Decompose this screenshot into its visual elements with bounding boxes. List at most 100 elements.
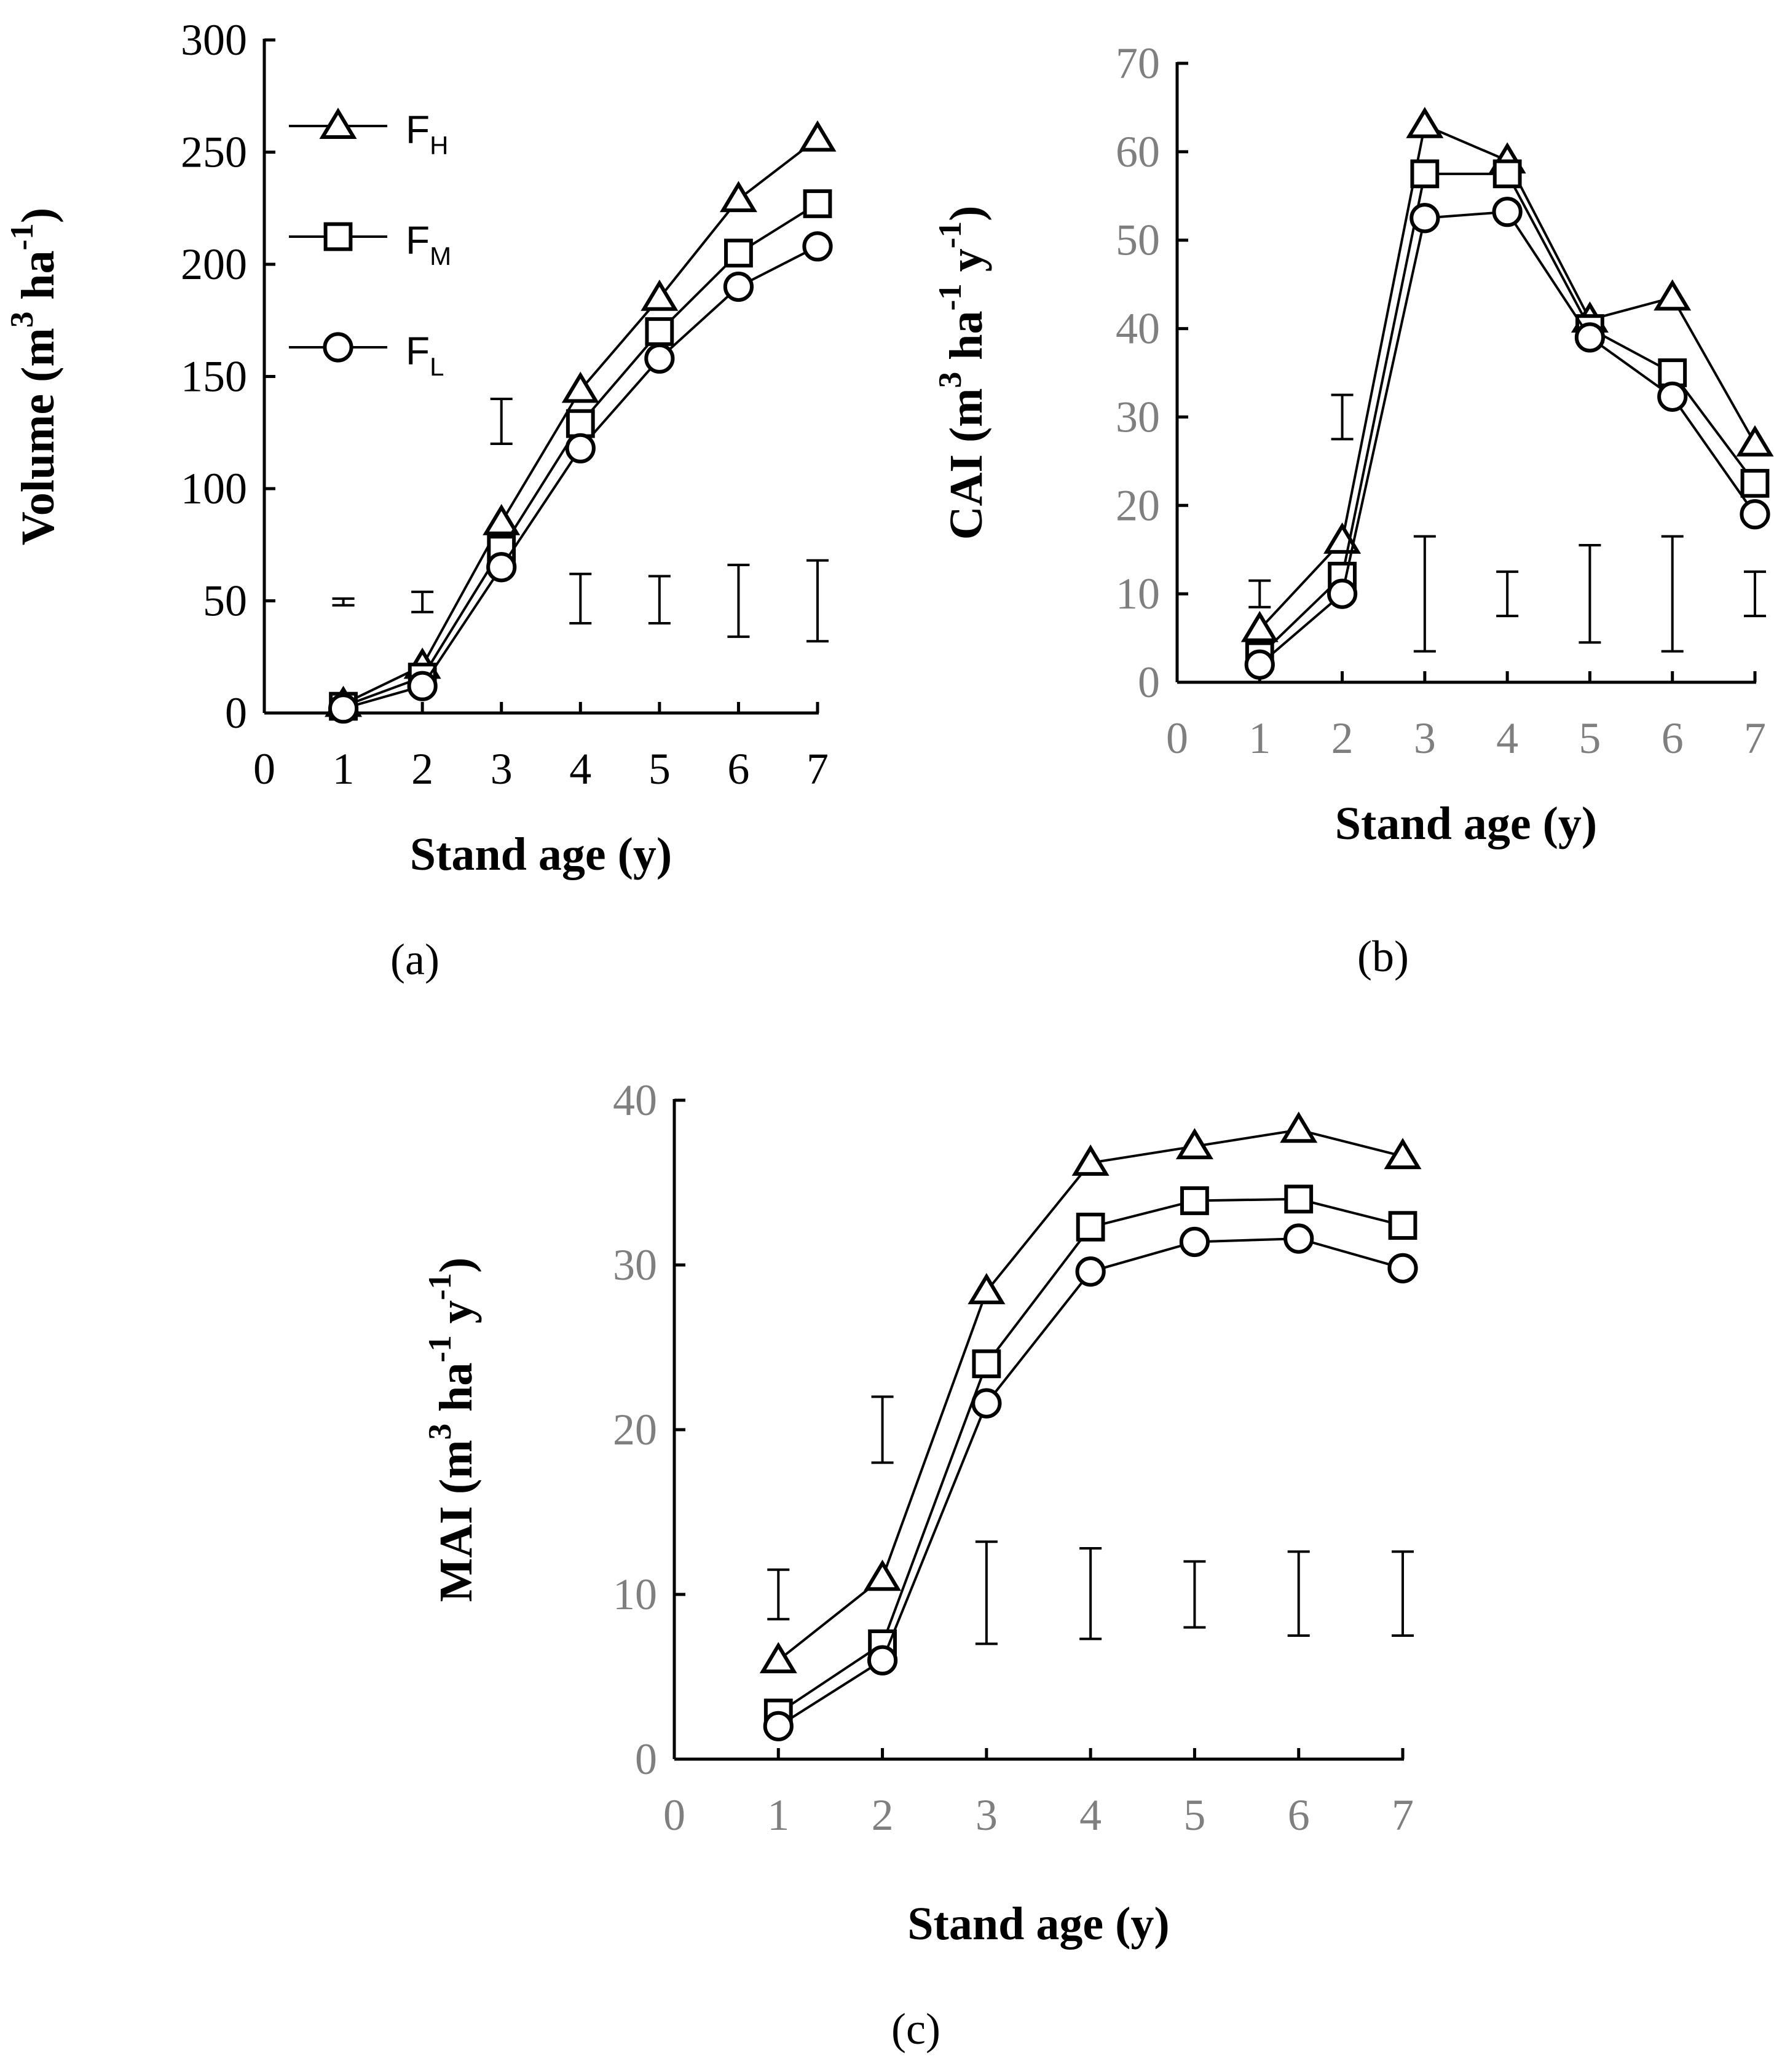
- y-tick-label: 20: [1116, 481, 1160, 530]
- data-point-square: [972, 1349, 1001, 1379]
- y-tick-label: 300: [181, 15, 247, 65]
- data-point-circle: [1244, 649, 1275, 680]
- error-bar: [1496, 570, 1519, 618]
- x-tick-label: 5: [1579, 714, 1601, 763]
- panel-label: (c): [891, 2004, 940, 2054]
- x-tick-label: 4: [1496, 714, 1518, 763]
- x-tick-label: 2: [411, 744, 433, 794]
- chart-panel-3: 0 10 20 30 40 0 1 2 3 4 5 6 7 Stand age (y) MAI (m3 ha…: [422, 1076, 1422, 2054]
- error-bar: [1392, 1550, 1414, 1637]
- data-point-circle: [1492, 197, 1523, 227]
- data-point-square: [1388, 1211, 1417, 1240]
- data-point-circle: [1179, 1226, 1210, 1258]
- data-point-triangle: [1071, 1144, 1110, 1176]
- x-tick-label: 1: [333, 744, 355, 794]
- x-tick-label: 2: [872, 1790, 894, 1840]
- error-bar: [411, 590, 434, 613]
- y-tick-label: 250: [181, 128, 247, 177]
- error-bar: [975, 1540, 998, 1645]
- y-tick-label: 40: [1116, 304, 1160, 353]
- error-bar: [648, 575, 671, 624]
- data-point-circle: [565, 433, 596, 463]
- y-tick-label: 70: [1116, 39, 1160, 88]
- y-tick-label: 50: [203, 577, 247, 626]
- data-point-circle: [407, 671, 438, 701]
- data-point-square: [1284, 1184, 1314, 1214]
- x-axis-title: Stand age (y): [907, 1898, 1169, 1950]
- x-tick-label: 1: [767, 1790, 789, 1840]
- data-point-triangle: [1280, 1111, 1318, 1143]
- chart-panel-1: 0 50 100 150 200 250 300 0 1 2 3 4 5 6 7 Stand age (y) V…: [4, 15, 837, 984]
- x-tick-label: 6: [1662, 714, 1684, 763]
- series-circle: [328, 231, 833, 724]
- data-point-circle: [1075, 1256, 1106, 1287]
- data-point-circle: [1657, 381, 1688, 412]
- y-tick-label: 30: [1116, 392, 1160, 441]
- panel-label: (a): [390, 935, 440, 984]
- data-point-circle: [486, 552, 517, 583]
- x-tick-label: 5: [648, 744, 671, 794]
- x-axis-title: Stand age (y): [410, 829, 672, 880]
- legend-marker-square: [323, 222, 353, 251]
- data-point-triangle: [798, 120, 837, 152]
- error-bar: [1579, 544, 1601, 644]
- error-bar: [1744, 570, 1766, 618]
- error-bar: [490, 398, 513, 445]
- error-bar: [1331, 393, 1354, 441]
- legend-item: FL: [289, 329, 444, 381]
- x-tick-label: 7: [1744, 714, 1766, 763]
- legend-label: FL: [406, 329, 444, 381]
- y-tick-label: 20: [613, 1405, 657, 1454]
- legend-item: FH: [289, 108, 448, 160]
- data-point-square: [803, 189, 832, 218]
- legend-marker-triangle: [319, 108, 357, 139]
- data-point-square: [1076, 1212, 1105, 1242]
- data-point-circle: [802, 231, 833, 262]
- data-point-square: [1740, 468, 1770, 498]
- error-bar: [569, 572, 592, 624]
- data-point-triangle: [1240, 610, 1279, 642]
- y-tick-label: 0: [635, 1735, 657, 1784]
- data-point-square: [566, 409, 595, 438]
- y-tick-label: 0: [1138, 658, 1160, 707]
- error-bar: [1079, 1546, 1102, 1641]
- x-tick-label: 6: [727, 744, 749, 794]
- data-point-circle: [867, 1645, 898, 1676]
- data-point-circle: [1409, 203, 1440, 234]
- x-tick-label: 0: [253, 744, 275, 794]
- data-point-triangle: [641, 279, 679, 311]
- x-tick-label: 4: [1079, 1790, 1102, 1840]
- series-circle: [1244, 197, 1770, 680]
- error-bar: [871, 1395, 894, 1464]
- data-point-circle: [1283, 1223, 1314, 1254]
- y-axis-title: Volume (m3 ha-1): [4, 208, 65, 545]
- y-tick-label: 40: [613, 1076, 657, 1125]
- panel-label: (b): [1357, 932, 1409, 981]
- x-tick-label: 5: [1183, 1790, 1205, 1840]
- chart-panel-2: 0 10 20 30 40 50 60 70 0 1 2 3 4 5 6 7 Stand age (y) CAI …: [932, 39, 1774, 981]
- data-point-triangle: [968, 1273, 1006, 1304]
- data-point-triangle: [1384, 1138, 1422, 1170]
- error-bar: [1183, 1560, 1206, 1629]
- data-point-square: [645, 317, 674, 346]
- legend-label: FM: [406, 218, 451, 270]
- y-tick-label: 50: [1116, 216, 1160, 265]
- data-point-triangle: [1654, 279, 1692, 311]
- x-tick-label: 3: [491, 744, 513, 794]
- legend-marker-circle: [323, 332, 353, 363]
- data-point-square: [1180, 1186, 1209, 1215]
- data-point-triangle: [561, 371, 599, 403]
- y-tick-label: 10: [613, 1570, 657, 1619]
- y-axis-title: CAI (m3 ha-1 y-1): [932, 206, 993, 540]
- x-tick-label: 3: [1414, 714, 1436, 763]
- error-bar: [1661, 535, 1684, 653]
- series-line-circle: [343, 245, 818, 710]
- error-bar: [1287, 1550, 1310, 1637]
- error-bar: [727, 564, 750, 638]
- data-point-circle: [644, 343, 675, 374]
- error-bar: [767, 1568, 790, 1621]
- x-tick-label: 6: [1288, 1790, 1310, 1840]
- data-point-circle: [1327, 578, 1358, 609]
- y-tick-label: 150: [181, 352, 247, 401]
